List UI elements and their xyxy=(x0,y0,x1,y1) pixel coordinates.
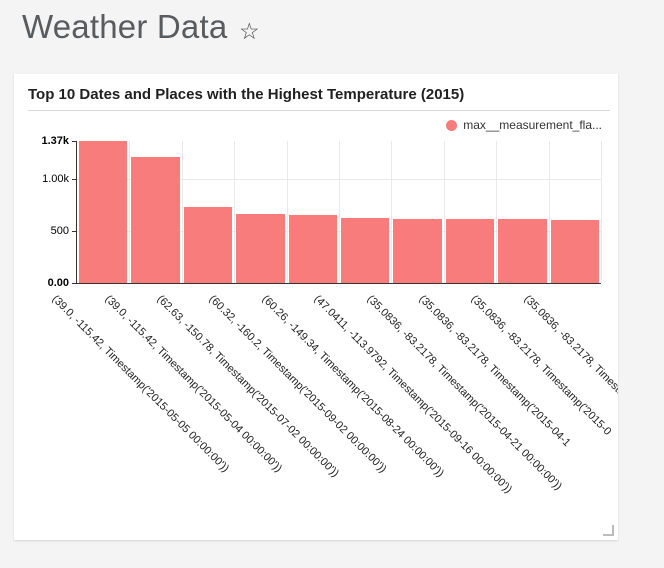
chart-card: Top 10 Dates and Places with the Highest… xyxy=(14,74,618,540)
gridline-vertical xyxy=(443,141,445,283)
bar[interactable] xyxy=(236,214,285,283)
gridline-vertical xyxy=(601,141,602,283)
y-axis-tick xyxy=(72,231,76,233)
x-axis-label: (60.26, -149.34, Timestamp('2015-08-24 0… xyxy=(259,293,446,480)
gridline-vertical xyxy=(339,141,340,283)
x-axis-label: (62.63, -150.78, Timestamp('2015-07-02 0… xyxy=(154,293,342,480)
gridline-vertical xyxy=(181,141,183,283)
x-axis-label: (35.0836, -83.2178, Timestamp('2015-04-2… xyxy=(364,293,564,493)
gridline-vertical xyxy=(548,141,550,283)
bar[interactable] xyxy=(550,219,599,283)
gridline-vertical xyxy=(496,141,498,283)
x-axis-label: (60.32, -160.2, Timestamp('2015-09-02 00… xyxy=(206,293,390,476)
title-divider xyxy=(28,110,610,111)
x-axis-label: (47.0411, -113.9792, Timestamp('2015-09-… xyxy=(311,293,515,496)
bar[interactable] xyxy=(393,219,442,283)
gridline-vertical xyxy=(129,141,131,283)
gridline-horizontal xyxy=(77,179,601,181)
page-header: Weather Data ☆ xyxy=(0,0,664,64)
bar[interactable] xyxy=(288,215,337,283)
bar[interactable] xyxy=(131,157,180,283)
resize-handle-icon[interactable] xyxy=(603,525,614,536)
y-axis-tick xyxy=(72,141,76,142)
gridline-horizontal xyxy=(77,231,601,233)
bar[interactable] xyxy=(183,207,233,283)
y-axis-tick xyxy=(72,283,76,284)
page-title: Weather Data xyxy=(22,8,228,45)
gridline-vertical xyxy=(391,141,393,283)
y-axis-tick-label: 1.37k xyxy=(41,135,69,147)
y-axis-tick-label: 1.00k xyxy=(42,173,69,186)
star-icon[interactable]: ☆ xyxy=(239,18,260,44)
bar[interactable] xyxy=(498,219,547,283)
x-axis-label: (35.0836, -83.2178, Timesta xyxy=(521,293,618,399)
gridline-vertical xyxy=(234,141,236,283)
y-axis-tick-label: 500 xyxy=(50,225,69,238)
x-axis-label: (39.0, -115.42, Timestamp('2015-05-05 00… xyxy=(49,293,232,475)
bar[interactable] xyxy=(445,219,495,283)
y-axis-tick-label: 0.00 xyxy=(47,277,69,289)
legend-item[interactable]: max__measurement_fla... xyxy=(446,118,602,132)
gridline-vertical xyxy=(286,141,288,283)
bar[interactable] xyxy=(341,218,390,283)
chart-title: Top 10 Dates and Places with the Highest… xyxy=(28,86,465,103)
plot-area: 0.00 500 1.00k 1.37k (39.0, -115.42, Timesta… xyxy=(41,135,618,496)
x-axis-label: (39.0, -115.42, Timestamp('2015-05-04 00… xyxy=(102,293,284,475)
legend-label: max__measurement_fla... xyxy=(463,118,602,132)
bar[interactable] xyxy=(79,141,128,283)
legend-dot-icon xyxy=(446,119,458,131)
y-axis-tick xyxy=(72,179,76,181)
